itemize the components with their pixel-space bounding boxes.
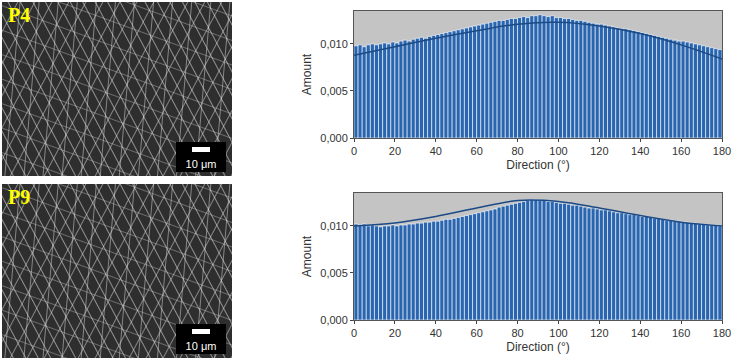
svg-text:0,010: 0,010 <box>320 38 348 50</box>
svg-text:0,000: 0,000 <box>320 314 348 326</box>
svg-text:Direction (°): Direction (°) <box>506 340 569 354</box>
svg-text:140: 140 <box>631 145 649 157</box>
svg-text:0,000: 0,000 <box>320 132 348 144</box>
svg-text:120: 120 <box>590 327 608 339</box>
svg-text:0: 0 <box>351 145 357 157</box>
svg-text:140: 140 <box>631 327 649 339</box>
svg-text:0,010: 0,010 <box>320 220 348 232</box>
svg-text:40: 40 <box>430 145 442 157</box>
html-text:P4: P4 <box>8 4 31 26</box>
svg-text:180: 180 <box>713 145 731 157</box>
svg-text:80: 80 <box>511 145 523 157</box>
svg-text:60: 60 <box>471 145 483 157</box>
svg-text:0,005: 0,005 <box>320 85 348 97</box>
svg-text:100: 100 <box>549 327 567 339</box>
svg-text:20: 20 <box>389 145 401 157</box>
svg-text:160: 160 <box>672 145 690 157</box>
svg-text:40: 40 <box>430 327 442 339</box>
html-text:10 μm: 10 μm <box>185 340 217 352</box>
html-text:10 μm: 10 μm <box>185 158 217 170</box>
svg-text:Amount: Amount <box>300 53 314 95</box>
svg-text:20: 20 <box>389 327 401 339</box>
svg-text:0: 0 <box>351 327 357 339</box>
svg-text:Direction (°): Direction (°) <box>506 158 569 172</box>
svg-text:80: 80 <box>511 327 523 339</box>
svg-text:100: 100 <box>549 145 567 157</box>
svg-text:60: 60 <box>471 327 483 339</box>
html-text:P9: P9 <box>8 186 31 208</box>
svg-text:120: 120 <box>590 145 608 157</box>
svg-text:0,005: 0,005 <box>320 267 348 279</box>
svg-text:Amount: Amount <box>300 235 314 277</box>
svg-text:180: 180 <box>713 327 731 339</box>
svg-text:160: 160 <box>672 327 690 339</box>
